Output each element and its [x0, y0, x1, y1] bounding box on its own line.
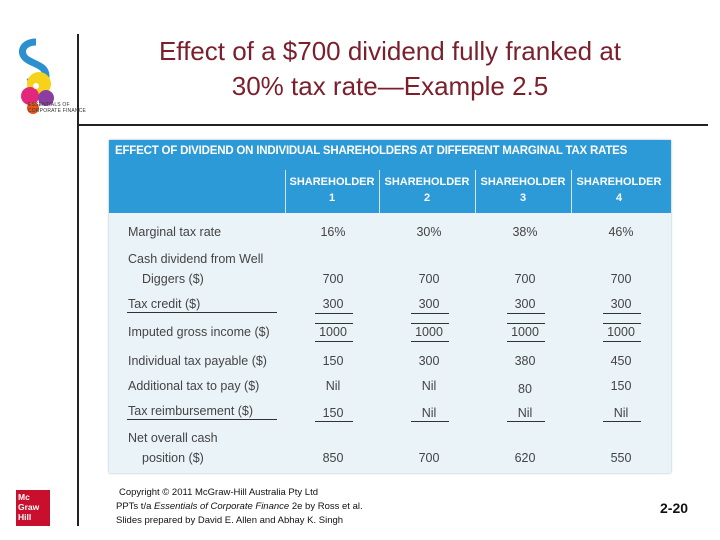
value-overline [411, 323, 449, 324]
value-underline [315, 313, 353, 314]
cell-net-position-1: 850 [322, 451, 344, 465]
value-underline [411, 421, 449, 422]
label-underline [127, 312, 277, 313]
value-underline [411, 341, 449, 342]
value-underline [603, 341, 641, 342]
cell-tax-payable-2: 300 [418, 354, 440, 368]
book-logo-text: ESSENTIALS OF CORPORATE FINANCE [28, 102, 87, 114]
column-separator [379, 170, 380, 213]
cell-reimbursement-4: Nil [613, 406, 629, 420]
row-label-individual-tax-payable: Individual tax payable ($) [128, 354, 267, 368]
cell-gross-income-2: 1000 [415, 325, 443, 339]
vertical-divider [77, 34, 79, 526]
cell-additional-tax-2: Nil [421, 379, 437, 393]
cell-tax-credit-3: 300 [514, 297, 536, 311]
cell-tax-rate-3: 38% [512, 225, 538, 239]
book-logo-icon [19, 38, 54, 114]
value-underline [603, 421, 641, 422]
row-label-net-overall-cash: Net overall cash [128, 431, 218, 445]
value-underline [315, 341, 353, 342]
cell-reimbursement-3: Nil [517, 406, 533, 420]
cell-additional-tax-3: 80 [518, 382, 532, 396]
row-label-additional-tax: Additional tax to pay ($) [128, 379, 260, 393]
cell-gross-income-4: 1000 [607, 325, 635, 339]
value-underline [507, 313, 545, 314]
label-underline [127, 419, 277, 420]
cell-tax-credit-4: 300 [610, 297, 632, 311]
cell-additional-tax-4: 150 [610, 379, 632, 393]
value-underline [411, 313, 449, 314]
row-label-position: position ($) [142, 451, 204, 465]
row-label-tax-credit: Tax credit ($) [128, 297, 201, 311]
cell-dividend-1: 700 [322, 272, 344, 286]
footer-line-2: PPTs t/a Essentials of Corporate Finance… [116, 501, 363, 512]
row-label-cash-dividend: Cash dividend from Well [128, 252, 264, 266]
cell-tax-credit-2: 300 [418, 297, 440, 311]
cell-dividend-4: 700 [610, 272, 632, 286]
value-underline [507, 421, 545, 422]
row-label-imputed-gross-income: Imputed gross income ($) [128, 325, 270, 339]
cell-tax-payable-3: 380 [514, 354, 536, 368]
column-header-shareholder-1: SHAREHOLDER 1 [289, 176, 375, 204]
cell-tax-payable-1: 150 [322, 354, 344, 368]
table-title: EFFECT OF DIVIDEND ON INDIVIDUAL SHAREHO… [115, 145, 628, 157]
footer-line-3: Slides prepared by David E. Allen and Ab… [116, 515, 344, 526]
page-number: 2-20 [660, 500, 689, 516]
value-overline [603, 323, 641, 324]
value-underline [603, 313, 641, 314]
cell-gross-income-3: 1000 [511, 325, 539, 339]
copyright-footer: Copyright © 2011 McGraw-Hill Australia P… [116, 486, 363, 528]
cell-dividend-3: 700 [514, 272, 536, 286]
cell-net-position-2: 700 [418, 451, 440, 465]
cell-net-position-4: 550 [610, 451, 632, 465]
cell-dividend-2: 700 [418, 272, 440, 286]
mcgraw-hill-logo: Mc Graw Hill [16, 490, 50, 526]
column-header-shareholder-2: SHAREHOLDER 2 [384, 176, 470, 204]
cell-tax-rate-2: 30% [416, 225, 442, 239]
row-label-tax-reimbursement: Tax reimbursement ($) [128, 404, 254, 418]
slide-title: Effect of a $700 dividend fully franked … [90, 34, 690, 104]
column-separator [571, 170, 572, 213]
value-overline [507, 323, 545, 324]
column-separator [285, 170, 286, 213]
column-header-shareholder-4: SHAREHOLDER 4 [576, 176, 662, 204]
column-separator [475, 170, 476, 213]
slide-title-line-2: 30% tax rate—Example 2.5 [231, 71, 549, 101]
value-underline [315, 421, 353, 422]
value-underline [507, 341, 545, 342]
cell-net-position-3: 620 [514, 451, 536, 465]
dividend-table-figure: EFFECT OF DIVIDEND ON INDIVIDUAL SHAREHO… [109, 140, 671, 473]
cell-reimbursement-2: Nil [421, 406, 437, 420]
value-overline [315, 323, 353, 324]
row-label-diggers: Diggers ($) [142, 272, 204, 286]
column-header-shareholder-3: SHAREHOLDER 3 [480, 176, 566, 204]
cell-tax-payable-4: 450 [610, 354, 632, 368]
row-label-marginal-tax-rate: Marginal tax rate [128, 225, 222, 239]
cell-reimbursement-1: 150 [322, 406, 344, 420]
cell-tax-rate-1: 16% [320, 225, 346, 239]
slide-title-line-1: Effect of a $700 dividend fully franked … [158, 36, 622, 66]
cell-gross-income-1: 1000 [319, 325, 347, 339]
cell-tax-credit-1: 300 [322, 297, 344, 311]
cell-additional-tax-1: Nil [325, 379, 341, 393]
footer-line-1: Copyright © 2011 McGraw-Hill Australia P… [119, 487, 319, 498]
cell-tax-rate-4: 46% [608, 225, 634, 239]
horizontal-divider [78, 124, 708, 126]
table-header-band: EFFECT OF DIVIDEND ON INDIVIDUAL SHAREHO… [109, 140, 671, 213]
